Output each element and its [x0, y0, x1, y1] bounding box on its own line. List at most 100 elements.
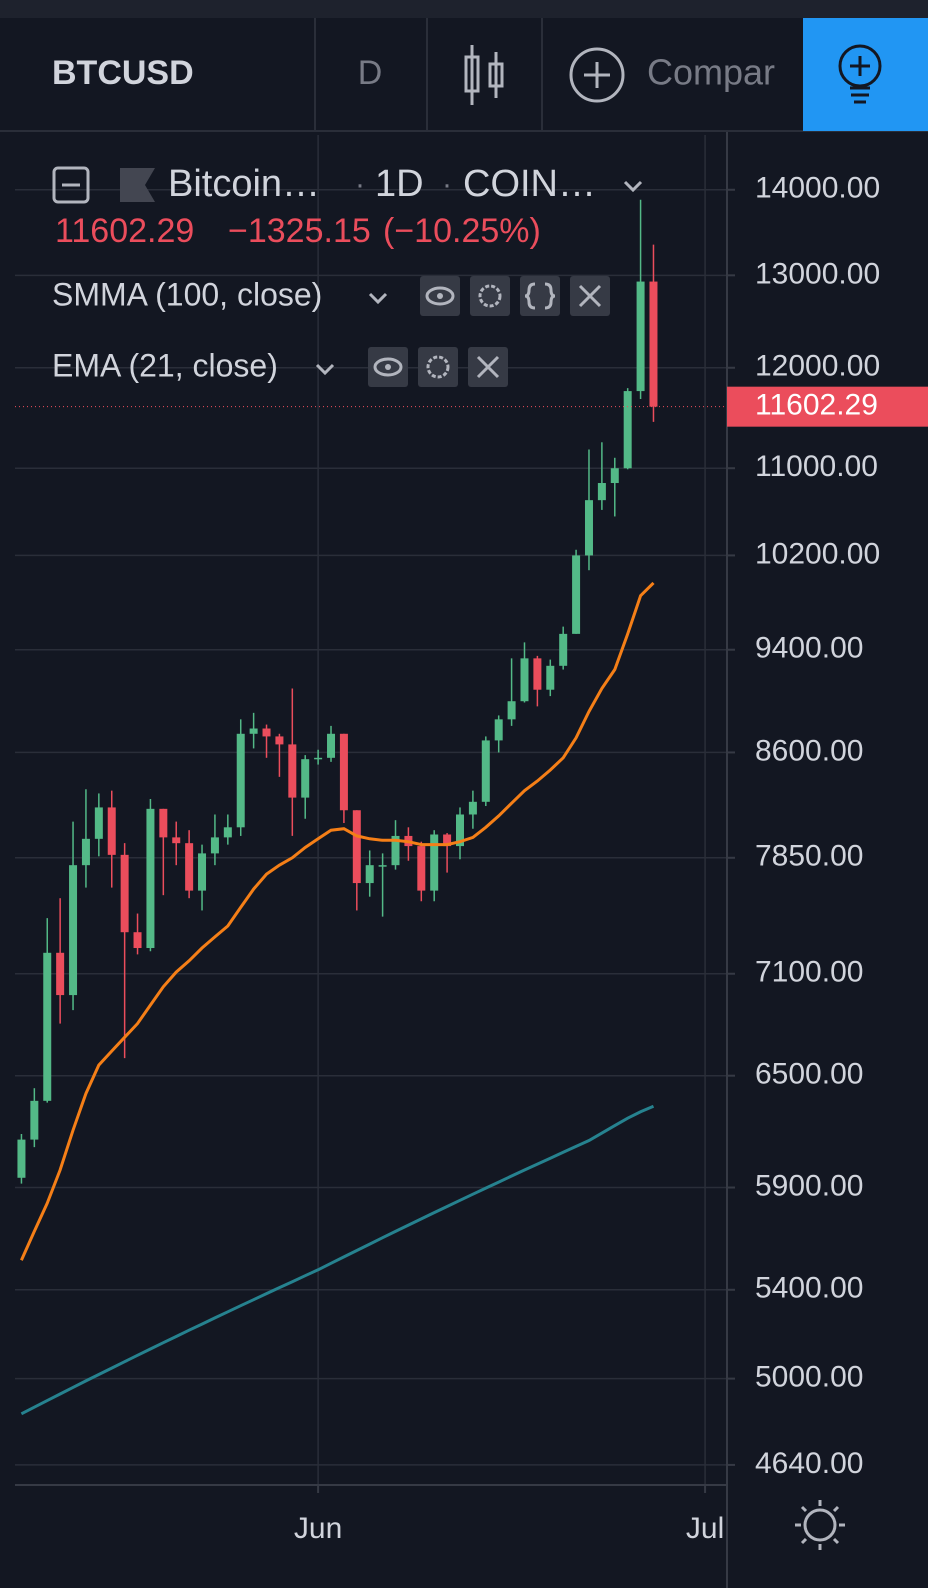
chart-type-button[interactable]	[464, 45, 504, 105]
candle-body	[81, 838, 90, 866]
compare-button[interactable]: Compar	[569, 47, 775, 103]
candle-body	[288, 744, 297, 798]
y-tick-label: 10200.00	[755, 537, 880, 570]
candle-body	[468, 801, 477, 815]
candle-body	[107, 807, 116, 855]
chevron[interactable]	[315, 363, 335, 376]
candle-body	[17, 1139, 26, 1178]
symbol-flag	[120, 168, 155, 202]
candle-body	[365, 865, 374, 884]
legend-interval: 1D	[375, 163, 424, 205]
candle-body	[597, 483, 606, 501]
candle-body	[94, 807, 103, 839]
legend: Bitcoin… · 1D · COIN… 11602.29 −1325.15 …	[52, 163, 643, 387]
y-tick-label: 9400.00	[755, 632, 863, 665]
plot-area	[15, 132, 727, 1485]
indicator-name[interactable]: EMA (21, close)	[52, 347, 278, 383]
chevron[interactable]	[623, 180, 643, 193]
legend-exchange: COIN…	[463, 163, 596, 205]
candle-body	[636, 281, 645, 392]
last-price-box	[727, 386, 928, 427]
settings-button[interactable]	[470, 276, 510, 316]
plot	[15, 199, 727, 1416]
y-tick-label: 12000.00	[755, 350, 880, 383]
candle-body	[249, 728, 258, 734]
axis-settings[interactable]	[795, 1500, 845, 1550]
y-tick-label: 6500.00	[755, 1058, 863, 1091]
indicator-line	[20, 1104, 655, 1416]
candle-body	[378, 865, 387, 867]
candle-body	[533, 658, 542, 690]
interval-button[interactable]: D	[358, 54, 383, 92]
indicator-name[interactable]: SMMA (100, close)	[52, 276, 322, 312]
dot: ·	[442, 168, 452, 201]
candle-body	[417, 846, 426, 891]
candle-body	[275, 736, 284, 745]
candle-body	[507, 701, 516, 720]
bulb-icon	[838, 44, 882, 104]
candle-body	[133, 932, 142, 949]
y-tick-label: 5900.00	[755, 1169, 863, 1202]
candle-body	[236, 733, 245, 828]
candle-body	[223, 827, 232, 838]
symbol[interactable]: BTCUSD	[52, 54, 194, 92]
candle-body	[120, 854, 129, 933]
y-tick-label: 5400.00	[755, 1272, 863, 1305]
candle-body	[584, 500, 593, 556]
candle-body	[610, 468, 619, 484]
candle-body	[210, 837, 219, 854]
grid	[15, 135, 727, 1485]
candle-body	[327, 733, 336, 758]
x-tick-label: Jun	[294, 1512, 342, 1545]
candle-body	[339, 733, 348, 811]
y-tick-label: 8600.00	[755, 734, 863, 767]
candle-body	[198, 853, 207, 891]
candle-body	[443, 834, 452, 847]
ideas-button[interactable]	[803, 18, 928, 131]
candle-body	[146, 808, 155, 949]
x-tick-label: Jul	[686, 1512, 724, 1545]
candle-body	[430, 834, 439, 891]
candle-body	[391, 835, 400, 866]
candle-body	[559, 633, 568, 666]
legend-change: −1325.15	[228, 212, 371, 250]
legend-change-pct: (−10.25%)	[383, 212, 541, 250]
y-tick-label: 14000.00	[755, 172, 880, 205]
legend-last: 11602.29	[55, 212, 194, 250]
candle-body	[572, 555, 581, 634]
axes: 4640.00 5000.00 5400.00 5900.00 6500.00 7100.…	[294, 172, 928, 1545]
collapse-icon[interactable]	[52, 166, 90, 204]
candle-body	[352, 810, 361, 884]
y-tick-label: 11000.00	[755, 450, 878, 483]
candle-body	[623, 391, 632, 469]
candle-body	[262, 728, 271, 737]
y-tick-label: 4640.00	[755, 1447, 863, 1480]
candle-body	[172, 837, 181, 844]
candle-body	[649, 281, 658, 407]
candle-body	[520, 658, 529, 702]
toolbar	[0, 18, 928, 132]
chevron[interactable]	[368, 292, 388, 305]
y-tick-label: 7850.00	[755, 840, 863, 873]
settings-button[interactable]	[418, 347, 458, 387]
status-strip	[0, 0, 928, 18]
y-tick-label: 13000.00	[755, 257, 880, 290]
candle-body	[301, 759, 310, 798]
candle-body	[30, 1100, 39, 1140]
candle-body	[481, 740, 490, 802]
last-price-label: 11602.29	[755, 389, 878, 422]
candle-body	[185, 843, 194, 891]
indicator-line	[20, 581, 655, 1261]
legend-name: Bitcoin…	[168, 163, 320, 205]
candle-body	[159, 808, 168, 838]
candle-body	[494, 719, 503, 741]
candle-body	[546, 665, 555, 690]
dot: ·	[355, 168, 365, 201]
candle-body	[56, 952, 65, 996]
y-tick-label: 5000.00	[755, 1361, 863, 1394]
candle-body	[69, 865, 78, 996]
candle-body	[314, 757, 323, 760]
compare-label[interactable]: Compar	[647, 52, 775, 93]
